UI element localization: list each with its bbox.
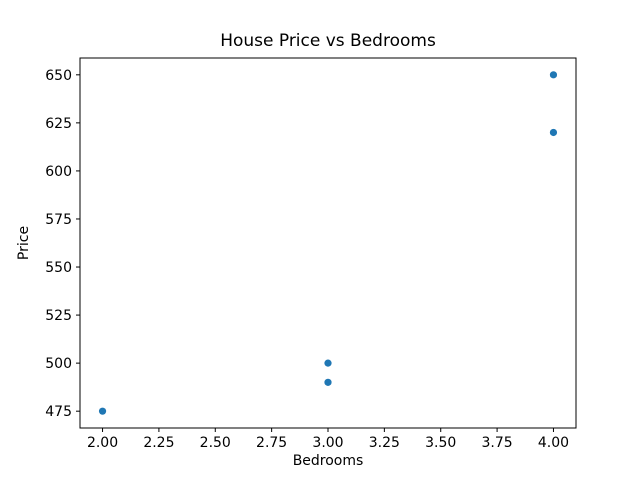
y-axis-label: Price bbox=[16, 226, 32, 260]
x-tick-label: 3.75 bbox=[482, 435, 513, 451]
scatter-points bbox=[98, 71, 558, 415]
plot-area bbox=[79, 57, 577, 429]
y-tick-label: 575 bbox=[45, 212, 72, 228]
data-point bbox=[549, 71, 558, 79]
x-axis-label: Bedrooms bbox=[293, 453, 364, 469]
y-tick-label: 550 bbox=[45, 260, 72, 276]
x-tick-label: 3.50 bbox=[425, 435, 456, 451]
x-tick-label: 2.50 bbox=[200, 435, 231, 451]
x-tick-label: 4.00 bbox=[538, 435, 569, 451]
y-tick-label: 650 bbox=[45, 68, 72, 84]
y-tick-label: 475 bbox=[45, 404, 72, 420]
x-tick-label: 3.25 bbox=[369, 435, 400, 451]
x-tick-label: 2.00 bbox=[87, 435, 118, 451]
data-point bbox=[324, 359, 332, 367]
y-tick-label: 625 bbox=[45, 116, 72, 132]
data-point bbox=[549, 128, 558, 137]
x-tick-label: 2.25 bbox=[143, 435, 174, 451]
data-point bbox=[324, 378, 332, 386]
x-tick-label: 2.75 bbox=[256, 435, 287, 451]
y-tick-label: 600 bbox=[45, 164, 72, 180]
data-point bbox=[98, 407, 107, 415]
y-tick-label: 525 bbox=[45, 308, 72, 324]
y-axis-ticks: 475 500 525 550 575 600 625 650 bbox=[45, 68, 80, 420]
x-tick-label: 3.00 bbox=[312, 435, 343, 451]
y-tick-label: 500 bbox=[45, 356, 72, 372]
x-axis-ticks: 2.00 2.25 2.50 2.75 3.00 3.25 3.50 3.75 4.00 bbox=[87, 428, 569, 451]
chart-title: House Price vs Bedrooms bbox=[220, 31, 436, 51]
